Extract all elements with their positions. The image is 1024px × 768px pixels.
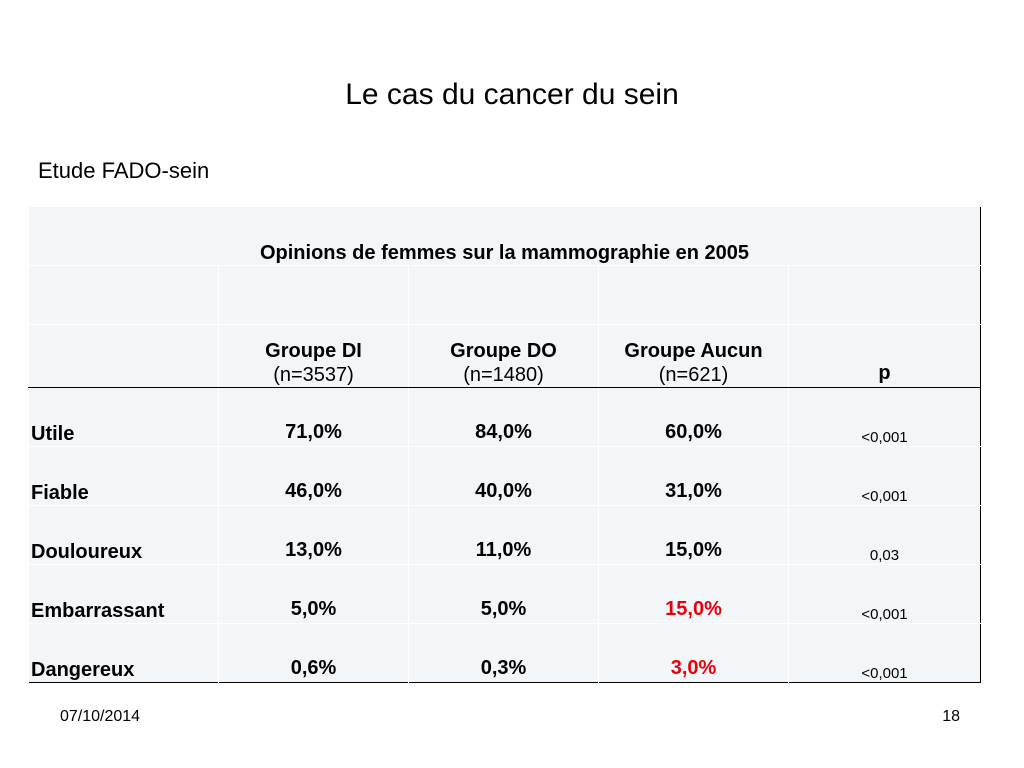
empty-cell — [598, 265, 789, 325]
empty-cell — [788, 265, 981, 325]
value-aucun: 31,0% — [598, 446, 789, 506]
page-number: 18 — [942, 708, 960, 725]
value-di: 5,0% — [218, 564, 409, 624]
header-p: p — [788, 324, 981, 388]
value-di: 0,6% — [218, 623, 409, 683]
column-header-row: Groupe DI (n=3537) Groupe DO (n=1480) Gr… — [28, 324, 981, 388]
header-groupe-aucun: Groupe Aucun (n=621) — [598, 324, 789, 388]
value-p: <0,001 — [788, 387, 981, 447]
row-label: Utile — [28, 387, 219, 447]
header-line: Groupe Aucun — [624, 340, 763, 362]
value-do: 40,0% — [408, 446, 599, 506]
value-aucun-highlighted: 3,0% — [598, 623, 789, 683]
empty-cell — [408, 265, 599, 325]
header-groupe-do: Groupe DO (n=1480) — [408, 324, 599, 388]
table-caption-row: Opinions de femmes sur la mammographie e… — [28, 206, 981, 266]
header-groupe-di: Groupe DI (n=3537) — [218, 324, 409, 388]
study-subtitle: Etude FADO-sein — [38, 158, 210, 183]
value-aucun-highlighted: 15,0% — [598, 564, 789, 624]
value-di: 13,0% — [218, 505, 409, 565]
value-p: <0,001 — [788, 564, 981, 624]
value-aucun: 60,0% — [598, 387, 789, 447]
header-count: (n=1480) — [463, 364, 544, 386]
row-label: Fiable — [28, 446, 219, 506]
table-row: Embarrassant 5,0% 5,0% 15,0% <0,001 — [28, 564, 981, 624]
table-spacer-row — [28, 265, 981, 325]
table-caption: Opinions de femmes sur la mammographie e… — [28, 206, 981, 266]
empty-cell — [218, 265, 409, 325]
table-row: Douloureux 13,0% 11,0% 15,0% 0,03 — [28, 505, 981, 565]
value-p: <0,001 — [788, 446, 981, 506]
value-aucun: 15,0% — [598, 505, 789, 565]
footer-date: 07/10/2014 — [60, 708, 141, 725]
value-di: 46,0% — [218, 446, 409, 506]
table-row: Utile 71,0% 84,0% 60,0% <0,001 — [28, 387, 981, 447]
value-do: 5,0% — [408, 564, 599, 624]
value-p: <0,001 — [788, 623, 981, 683]
value-do: 0,3% — [408, 623, 599, 683]
row-label: Dangereux — [28, 623, 219, 683]
header-count: (n=621) — [658, 364, 729, 386]
empty-cell — [28, 265, 219, 325]
table-row: Fiable 46,0% 40,0% 31,0% <0,001 — [28, 446, 981, 506]
opinions-table: Opinions de femmes sur la mammographie e… — [28, 206, 981, 683]
row-label: Douloureux — [28, 505, 219, 565]
value-di: 71,0% — [218, 387, 409, 447]
value-do: 11,0% — [408, 505, 599, 565]
row-label: Embarrassant — [28, 564, 219, 624]
slide-title: Le cas du cancer du sein — [345, 78, 679, 111]
value-p: 0,03 — [788, 505, 981, 565]
header-line: Groupe DI — [265, 340, 362, 362]
value-do: 84,0% — [408, 387, 599, 447]
header-line: Groupe DO — [450, 340, 557, 362]
empty-header-cell — [28, 324, 219, 388]
table-row: Dangereux 0,6% 0,3% 3,0% <0,001 — [28, 623, 981, 683]
header-count: (n=3537) — [273, 364, 354, 386]
